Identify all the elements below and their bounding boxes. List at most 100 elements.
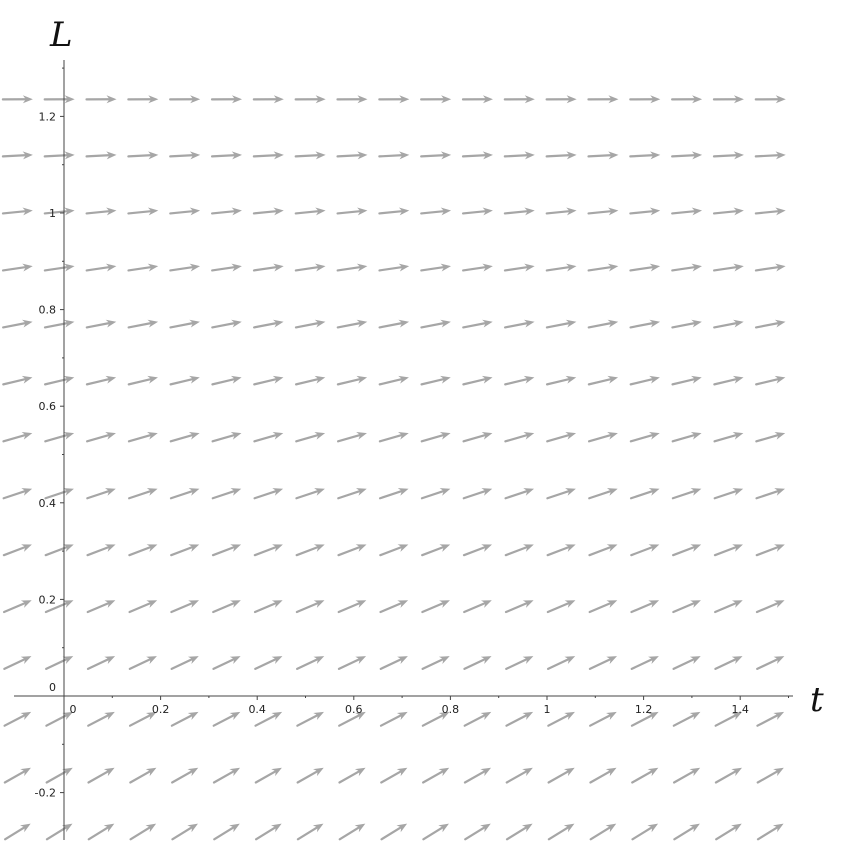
field-arrow-head [398,319,410,328]
field-arrow-head [105,431,116,440]
field-arrow-head [691,319,702,328]
field-arrow-shaft [254,769,278,784]
field-arrow-shaft [87,769,111,784]
field-arrow [713,263,744,272]
field-arrow-shaft [295,489,321,500]
field-arrow-head [732,431,744,440]
field-arrow-shaft [629,265,656,272]
field-arrow [336,375,368,386]
field-arrow-shaft [169,209,196,215]
field-arrow-head [565,431,577,440]
field-arrow-shaft [87,713,111,727]
field-arrow-head [521,823,533,833]
field-arrow [128,600,158,614]
y-tick-label: -0.2 [35,787,56,800]
field-arrow-shaft [505,769,529,784]
field-arrow [629,207,661,216]
field-arrow [589,767,617,784]
field-arrow [629,319,661,329]
field-arrow-head [188,544,200,552]
field-arrow-head [313,711,324,721]
field-arrow-shaft [210,209,238,215]
field-arrow-head [566,151,577,160]
field-arrow-shaft [420,489,446,500]
field-arrow-head [773,600,785,608]
field-arrow-shaft [713,545,739,557]
field-arrow [253,375,284,386]
field-arrow-shaft [336,154,363,158]
field-arrow [504,488,535,500]
field-arrow-shaft [462,489,488,500]
field-arrow [295,431,326,443]
field-arrow [295,600,325,614]
field-arrow [463,656,492,670]
field-arrow [3,656,32,670]
field-arrow-shaft [755,433,781,443]
field-arrow-head [146,544,158,552]
field-arrow-head [565,488,576,496]
field-arrow-shaft [754,154,781,158]
field-arrow-head [440,375,451,384]
field-arrow-head [647,823,659,833]
field-arrow-head [399,95,410,104]
field-arrow-head [355,600,367,608]
field-arrow-head [439,544,451,552]
field-arrow-shaft [211,489,237,500]
field-arrow-shaft [461,154,489,158]
field-arrow [43,151,75,160]
field-arrow [336,95,368,104]
field-arrow-head [145,711,157,721]
field-arrow [127,319,159,329]
field-arrow-head [523,319,535,328]
field-arrow-head [733,151,744,160]
field-arrow [129,767,157,784]
field-arrow [671,207,703,216]
field-arrow-shaft [463,657,488,670]
field-arrow-head [607,431,618,440]
field-arrow-head [20,823,31,833]
field-arrow-shaft [755,377,781,386]
field-arrow-head [231,151,242,160]
field-arrow [589,823,617,841]
field-arrow [87,823,115,841]
field-arrow-shaft [336,265,363,272]
field-arrow [547,711,575,727]
field-arrow [336,151,368,160]
field-arrow-shaft [545,377,572,386]
field-arrow-head [522,600,534,608]
field-arrow [462,263,493,272]
x-tick-label: 1.2 [635,703,653,716]
field-arrow-head [147,207,159,216]
field-arrow-head [273,151,284,160]
field-arrow-shaft [546,657,571,670]
field-arrow-head [438,711,450,721]
y-tick: 1 [49,207,64,220]
field-arrow-head [64,207,75,216]
field-arrow-head [606,600,618,608]
field-arrow-shaft [422,825,445,841]
field-arrow [295,488,325,500]
field-arrow [378,375,409,386]
field-arrow-shaft [546,601,572,614]
field-arrow-shaft [212,769,236,784]
field-arrow [85,263,117,272]
field-arrow-head [188,431,200,440]
field-arrow [44,431,75,443]
field-arrow [713,375,744,386]
field-arrow-shaft [547,769,571,784]
field-arrow-shaft [754,265,781,272]
field-arrow-head [607,319,619,328]
field-arrow-shaft [671,265,698,272]
field-arrow [337,600,367,614]
field-arrow-head [564,544,576,552]
field-arrow-head [20,767,31,777]
field-arrow [378,95,410,104]
field-arrow [254,767,282,784]
field-arrow-head [22,207,33,216]
field-arrow-shaft [587,265,614,272]
field-arrow-shaft [253,489,279,500]
field-arrow-shaft [212,601,237,614]
field-arrow-shaft [629,489,655,500]
field-arrow [587,431,618,443]
field-arrow [254,823,282,841]
